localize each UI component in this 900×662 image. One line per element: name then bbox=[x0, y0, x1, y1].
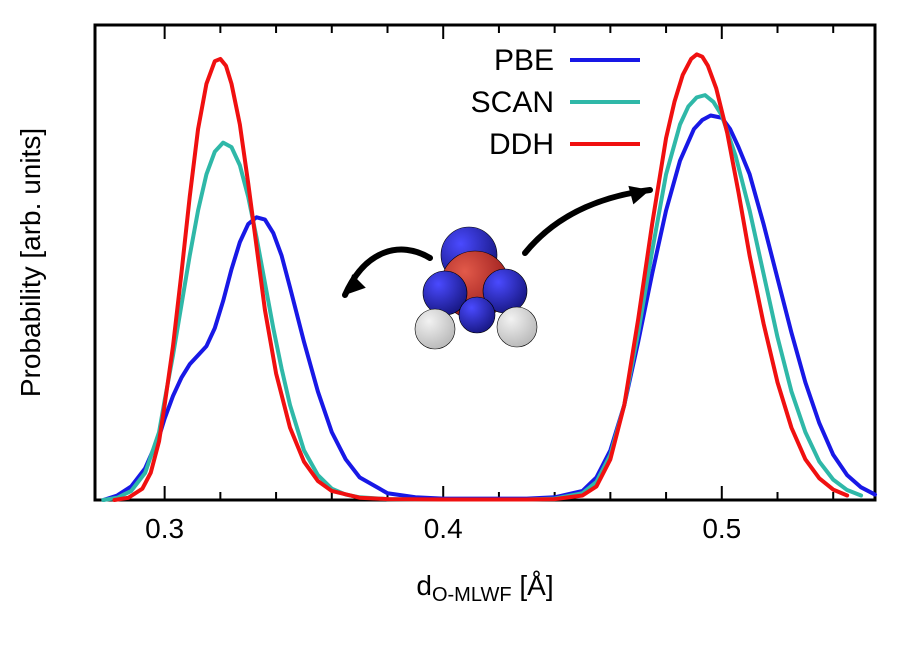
atom-H-right bbox=[497, 307, 537, 347]
probability-distribution-chart: 0.30.40.5PBESCANDDHdO-MLWF [Å]Probabilit… bbox=[0, 0, 900, 662]
legend-label-pbe: PBE bbox=[494, 44, 554, 77]
legend-label-scan: SCAN bbox=[471, 86, 554, 119]
atom-H-left bbox=[415, 309, 455, 349]
xtick-label: 0.5 bbox=[702, 513, 741, 544]
xtick-label: 0.4 bbox=[424, 513, 463, 544]
y-axis-label: Probability [arb. units] bbox=[15, 128, 46, 397]
chart-svg: 0.30.40.5PBESCANDDHdO-MLWF [Å]Probabilit… bbox=[0, 0, 900, 662]
legend-label-ddh: DDH bbox=[489, 128, 554, 161]
atom-bond-lobe-B bbox=[459, 297, 495, 333]
xtick-label: 0.3 bbox=[145, 513, 184, 544]
